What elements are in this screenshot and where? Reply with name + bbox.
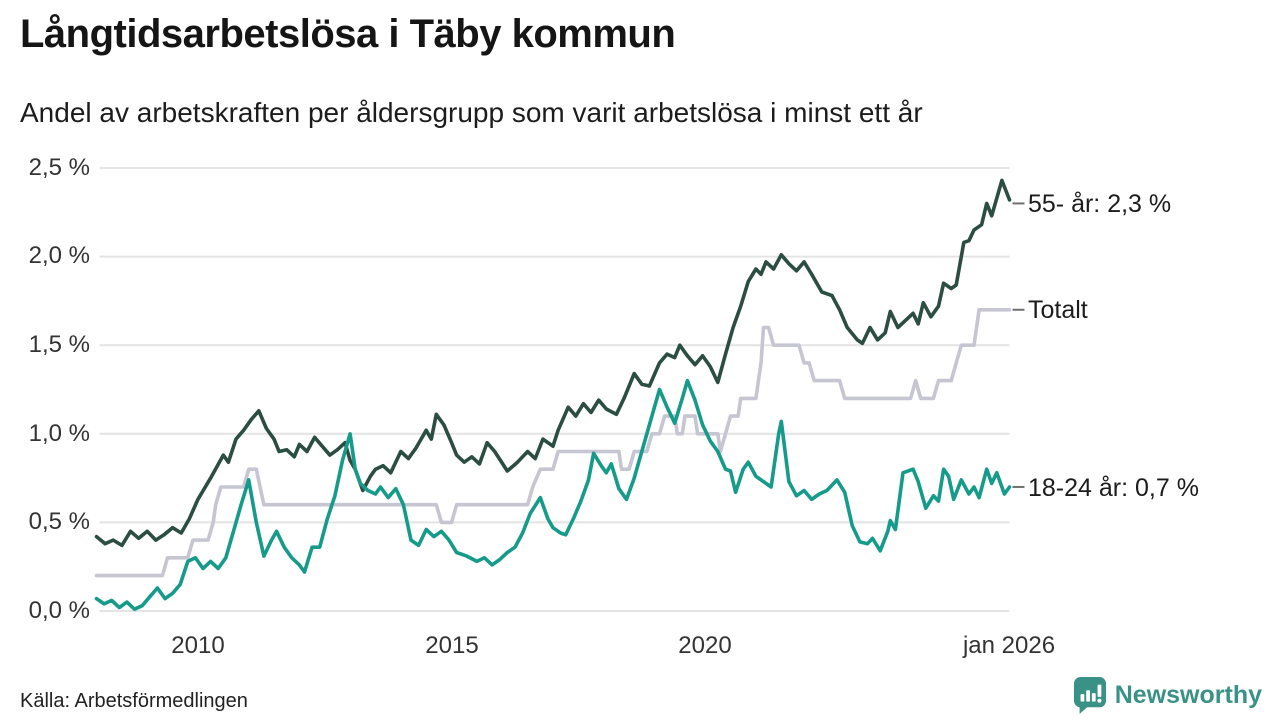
y-tick-2-5: 2,5 % xyxy=(28,154,90,181)
series-line-55--år xyxy=(94,178,1012,548)
x-tick-2010: 2010 xyxy=(171,632,225,659)
y-tick-2-0: 2,0 % xyxy=(28,242,90,269)
newsworthy-logo: Newsworthy xyxy=(1073,676,1262,714)
annotation-18-24: 18-24 år: 0,7 % xyxy=(1028,474,1199,502)
x-tick-2020: 2020 xyxy=(678,632,732,659)
annotation-totalt: Totalt xyxy=(1028,296,1088,324)
series-line-18-24-år xyxy=(94,378,1012,611)
source-credit: Källa: Arbetsförmedlingen xyxy=(20,690,248,712)
bar-chart-speech-bubble-icon xyxy=(1073,676,1107,714)
y-tick-1-0: 1,0 % xyxy=(28,420,90,447)
brand-name: Newsworthy xyxy=(1114,680,1262,709)
y-tick-0-0: 0,0 % xyxy=(28,597,90,624)
x-tick-2015: 2015 xyxy=(425,632,479,659)
page-title: Långtidsarbetslösa i Täby kommun xyxy=(20,12,676,56)
x-tick-jan-2026: jan 2026 xyxy=(962,632,1056,659)
series-line-totalt xyxy=(94,308,1012,578)
chart-subtitle: Andel av arbetskraften per åldersgrupp s… xyxy=(20,97,923,128)
annotation-55-plus: 55- år: 2,3 % xyxy=(1028,190,1172,218)
y-tick-1-5: 1,5 % xyxy=(28,331,90,358)
y-tick-0-5: 0,5 % xyxy=(28,508,90,535)
